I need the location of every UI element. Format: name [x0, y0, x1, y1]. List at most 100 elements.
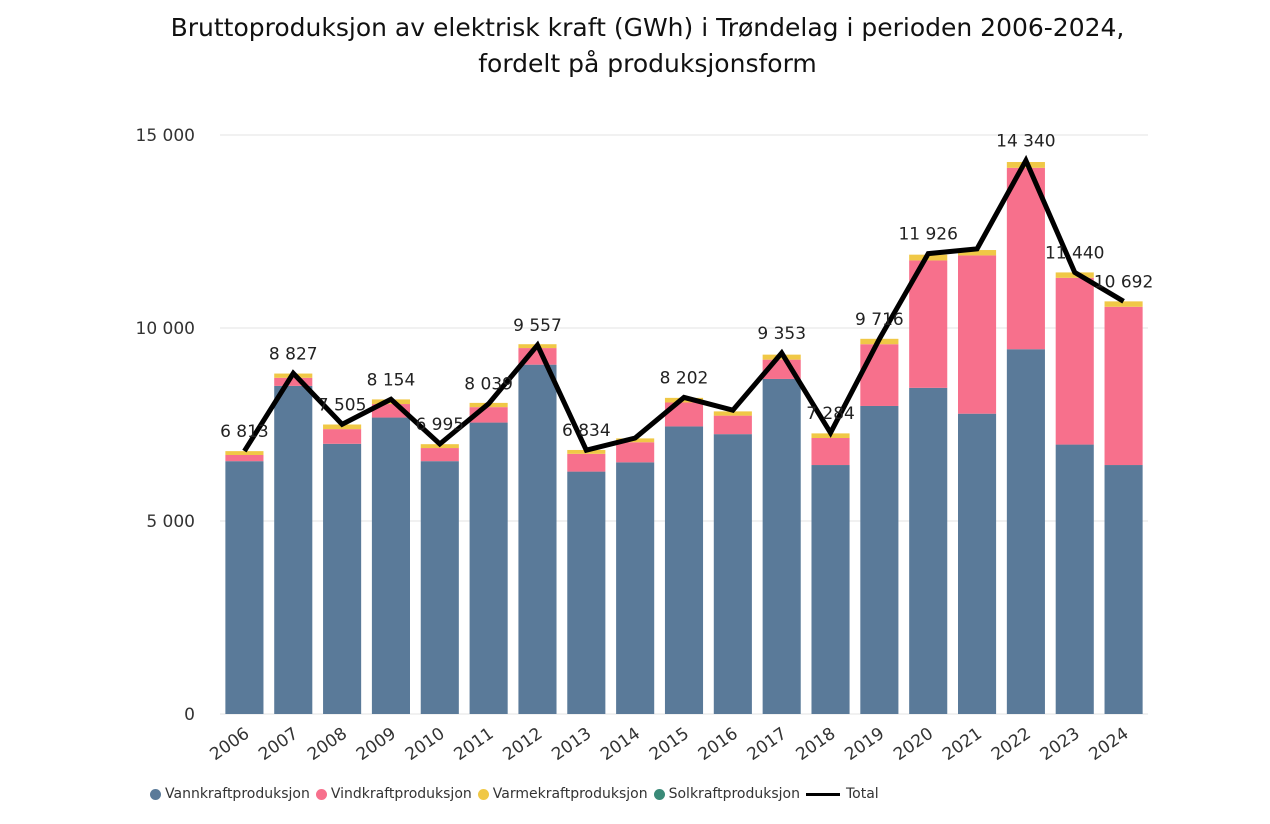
bar-segment	[420, 461, 459, 714]
bar-segment	[616, 462, 655, 714]
y-tick-label: 15 000	[136, 126, 195, 146]
bar-segment	[860, 405, 899, 714]
bars	[225, 162, 1143, 714]
total-series-line	[242, 154, 1125, 454]
chart-title-line2: fordelt på produksjonsform	[478, 49, 817, 78]
x-tick-label: 2011	[451, 724, 498, 765]
x-tick-label: 2008	[304, 724, 351, 765]
x-tick-label: 2016	[695, 724, 742, 765]
data-label: 6 995	[415, 415, 464, 435]
bar-segment	[713, 415, 752, 435]
legend-swatch-total	[805, 792, 840, 796]
legend-swatch-varmekraft	[477, 788, 489, 800]
legend-item-varmekraft[interactable]: Varmekraftproduksjon	[477, 786, 648, 802]
x-tick-label: 2018	[792, 724, 839, 765]
y-tick-label: 5 000	[146, 512, 195, 532]
legend-label-vindkraft: Vindkraftproduksjon	[330, 786, 472, 802]
x-tick-label: 2007	[255, 724, 302, 765]
bar-segment	[762, 378, 801, 714]
data-label: 10 692	[1094, 272, 1153, 292]
bar-segment	[1104, 301, 1143, 307]
x-tick-label: 2012	[499, 724, 546, 765]
data-label: 6 813	[220, 422, 269, 442]
x-tick-label: 2009	[353, 724, 400, 765]
chart-title: Bruttoproduksjon av elektrisk kraft (GWh…	[0, 10, 1270, 82]
bar-segment	[1104, 465, 1143, 714]
x-tick-label: 2022	[988, 724, 1035, 765]
data-label: 8 154	[367, 370, 416, 390]
bar-segment	[323, 429, 362, 444]
legend-item-total[interactable]: Total	[805, 786, 879, 802]
bar-segment	[420, 448, 459, 462]
data-label: 9 353	[757, 324, 806, 344]
bar-segment	[567, 471, 606, 714]
legend-label-vannkraft: Vannkraftproduksjon	[165, 786, 310, 802]
legend-item-vindkraft[interactable]: Vindkraftproduksjon	[315, 786, 472, 802]
bar-segment	[1006, 167, 1045, 350]
bar-segment	[274, 377, 313, 386]
bar-segment	[469, 422, 508, 714]
bar-segment	[1104, 306, 1143, 466]
x-tick-label: 2010	[402, 724, 449, 765]
x-tick-label: 2020	[890, 724, 937, 765]
data-label: 8 202	[660, 368, 709, 388]
legend-label-solkraft: Solkraftproduksjon	[668, 786, 800, 802]
bar-segment	[811, 465, 850, 714]
y-tick-label: 0	[184, 705, 195, 725]
x-tick-label: 2014	[597, 724, 644, 765]
bar-segment	[958, 250, 997, 256]
x-axis: 2006 2007 2008 2009 2010 2011 2012 2013 2014 2015…	[206, 724, 1132, 765]
y-axis: 0 5 000 10 000 15 000	[136, 126, 195, 725]
bar-segment	[664, 426, 704, 714]
data-label: 14 340	[996, 131, 1055, 151]
bar-segment	[1006, 349, 1045, 714]
legend-swatch-vindkraft	[315, 788, 327, 800]
x-tick-label: 2013	[548, 724, 595, 765]
data-label: 8 039	[464, 375, 513, 395]
bar-segment	[713, 411, 752, 416]
bar-segment	[811, 438, 850, 466]
data-label: 11 440	[1045, 243, 1104, 263]
legend-label-total: Total	[845, 786, 879, 802]
total-line	[242, 154, 1125, 454]
bar-segment	[518, 364, 557, 714]
bar-segment	[323, 443, 362, 714]
bar-segment	[225, 461, 264, 714]
bar-segment	[1055, 277, 1094, 445]
bar-segment	[274, 385, 313, 714]
bar-segment	[909, 387, 948, 714]
legend-item-vannkraft[interactable]: Vannkraftproduksjon	[150, 786, 310, 802]
chart-title-line1: Bruttoproduksjon av elektrisk kraft (GWh…	[170, 13, 1125, 42]
bar-segment	[225, 454, 264, 462]
bar-segment	[958, 255, 997, 414]
data-label: 6 834	[562, 421, 611, 441]
data-label: 7 505	[318, 395, 367, 415]
x-tick-label: 2017	[744, 724, 791, 765]
bar-segment	[713, 434, 752, 714]
x-tick-label: 2024	[1086, 724, 1133, 765]
bar-segment	[371, 417, 410, 714]
data-label: 11 926	[898, 225, 957, 245]
bar-segment	[860, 344, 899, 406]
bar-segment	[616, 442, 655, 463]
data-label: 9 557	[513, 316, 562, 336]
bar-segment	[567, 453, 606, 472]
x-tick-label: 2019	[841, 724, 888, 765]
x-tick-label: 2021	[939, 724, 986, 765]
x-tick-label: 2023	[1037, 724, 1084, 765]
legend-swatch-solkraft	[653, 788, 665, 800]
legend: Vannkraftproduksjon Vindkraftproduksjon …	[150, 786, 885, 802]
y-tick-label: 10 000	[136, 319, 195, 339]
data-label: 8 827	[269, 344, 318, 364]
bar-segment	[958, 413, 997, 714]
legend-label-varmekraft: Varmekraftproduksjon	[492, 786, 648, 802]
x-tick-label: 2006	[206, 724, 253, 765]
data-label: 9 716	[855, 310, 904, 330]
bar-segment	[225, 451, 264, 455]
bar-segment	[909, 260, 948, 388]
bar-segment	[1055, 444, 1094, 714]
legend-item-solkraft[interactable]: Solkraftproduksjon	[653, 786, 800, 802]
legend-swatch-vannkraft	[150, 788, 161, 800]
